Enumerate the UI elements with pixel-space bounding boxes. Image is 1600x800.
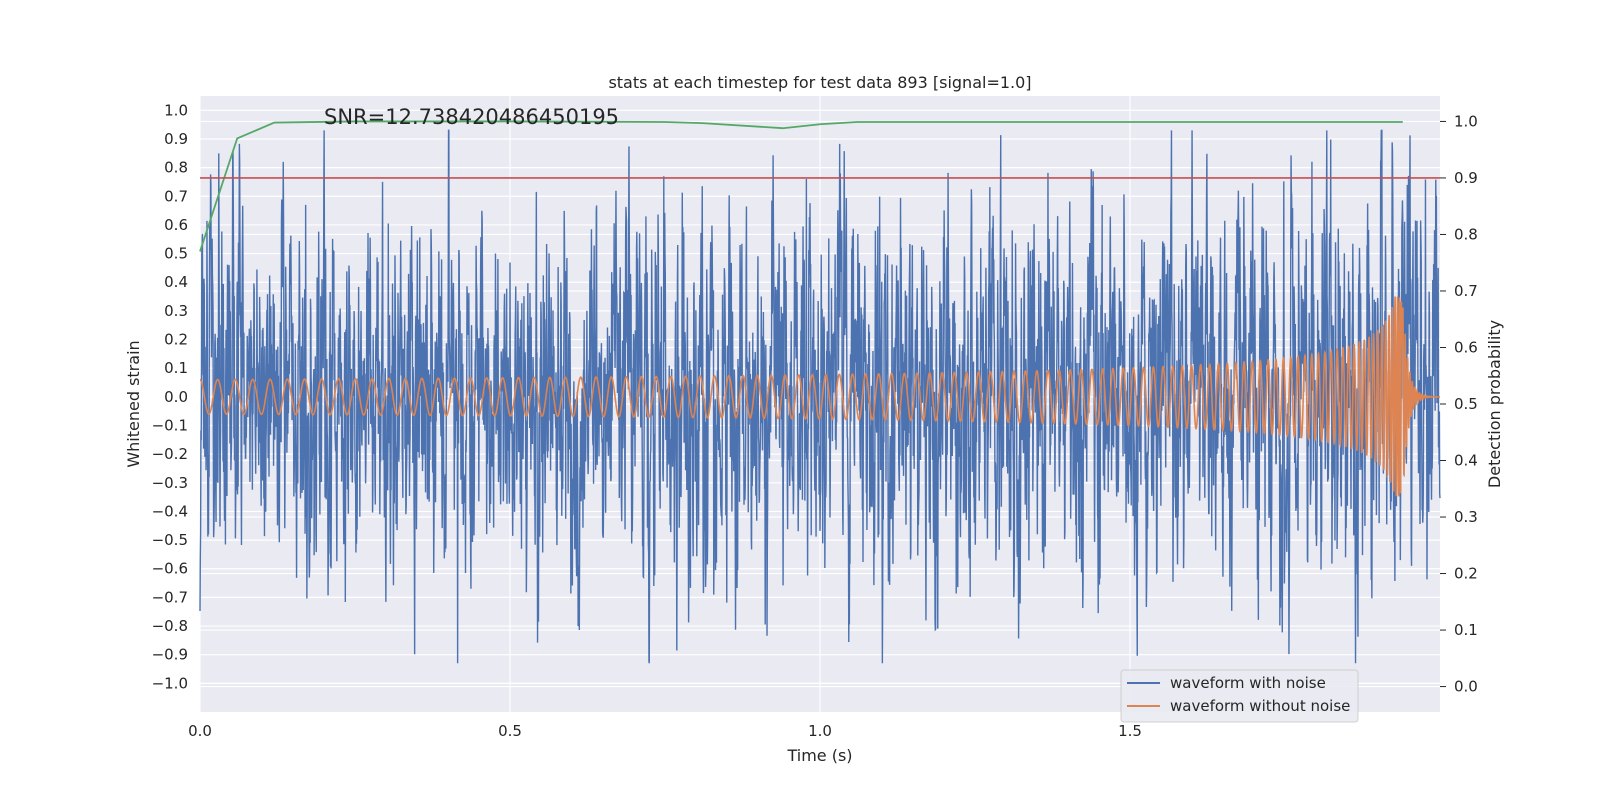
series-layer [199, 120, 1441, 664]
x-axis-label: Time (s) [786, 746, 852, 765]
y-tick-label: −0.9 [152, 646, 188, 664]
y-tick-label: −0.5 [152, 531, 188, 549]
right-y-axis-ticks: 1.0 0.9 0.8 0.7 0.6 0.5 0.4 0.3 0.2 0.1 0.0 [1440, 112, 1478, 696]
series-detection-probability [199, 120, 1403, 252]
y2-tick-label: 0.5 [1454, 395, 1478, 413]
y-axis-label: Whitened strain [124, 340, 143, 467]
series-waveform-with-noise [199, 129, 1441, 664]
y-tick-label: −0.2 [152, 445, 188, 463]
y-tick-label: −0.6 [152, 560, 188, 578]
y-tick-label: 0.6 [164, 216, 188, 234]
legend-label-clean: waveform without noise [1170, 697, 1350, 715]
y-tick-label: 0.0 [164, 388, 188, 406]
y-tick-label: −0.1 [152, 416, 188, 434]
x-tick-label: 0.5 [498, 722, 522, 740]
y2-tick-label: 0.4 [1454, 452, 1478, 470]
y2-tick-label: 0.6 [1454, 338, 1478, 356]
y-tick-label: 0.5 [164, 245, 188, 263]
y2-tick-label: 0.0 [1454, 678, 1478, 696]
y-tick-label: −0.7 [152, 588, 188, 606]
y2-tick-label: 0.2 [1454, 565, 1478, 583]
snr-annotation: SNR=12.738420486450195 [324, 105, 619, 129]
series-waveform-without-noise [199, 296, 1441, 497]
y-tick-label: 0.1 [164, 359, 188, 377]
y-tick-label: 1.0 [164, 101, 188, 119]
y2-tick-label: 0.1 [1454, 621, 1478, 639]
legend-box [1120, 669, 1359, 723]
x-axis-ticks: 0.0 0.5 1.0 1.5 [188, 722, 1142, 740]
left-y-axis-ticks: 1.0 0.9 0.8 0.7 0.6 0.5 0.4 0.3 0.2 0.1 0.0 −0.1 −0.… [152, 101, 188, 692]
y2-tick-label: 0.9 [1454, 169, 1478, 187]
legend-label-noisy: waveform with noise [1170, 674, 1326, 692]
y-tick-label: −0.4 [152, 502, 188, 520]
x-tick-label: 1.0 [808, 722, 832, 740]
y-tick-label: 0.8 [164, 159, 188, 177]
y2-tick-label: 1.0 [1454, 112, 1478, 130]
y-tick-label: −0.8 [152, 617, 188, 635]
legend: waveform with noise waveform without noi… [1120, 669, 1359, 723]
y-tick-label: −1.0 [152, 674, 188, 692]
x-tick-label: 0.0 [188, 722, 212, 740]
y2-tick-label: 0.7 [1454, 282, 1478, 300]
y-tick-label: 0.9 [164, 130, 188, 148]
chart-title: stats at each timestep for test data 893… [608, 73, 1031, 92]
y-tick-label: 0.7 [164, 187, 188, 205]
y-tick-label: 0.3 [164, 302, 188, 320]
x-tick-label: 1.5 [1118, 722, 1142, 740]
y2-axis-label: Detection probability [1485, 320, 1504, 488]
y2-tick-label: 0.8 [1454, 225, 1478, 243]
y-tick-label: 0.2 [164, 331, 188, 349]
y2-tick-label: 0.3 [1454, 508, 1478, 526]
y-tick-label: 0.4 [164, 273, 188, 291]
y-tick-label: −0.3 [152, 474, 188, 492]
